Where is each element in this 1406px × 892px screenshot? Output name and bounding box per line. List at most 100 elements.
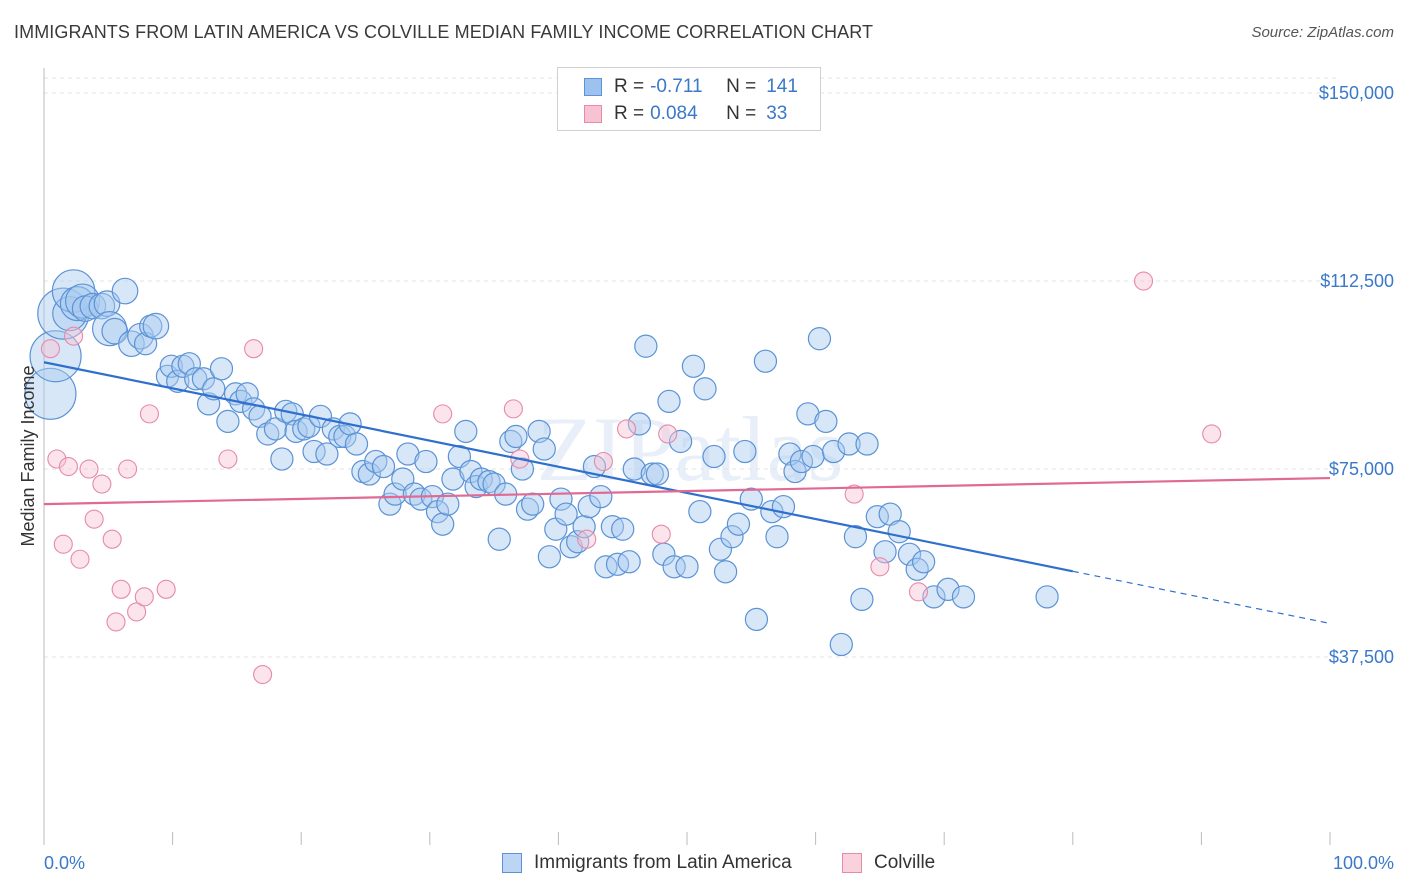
data-point-colville [1133,271,1154,291]
y-tick-label: $75,000 [1329,459,1394,479]
data-point-immigrants [821,439,846,464]
data-point-immigrants [887,520,911,544]
data-point-immigrants [166,369,190,393]
legend-swatch-pink [842,853,862,873]
data-point-colville [40,339,60,359]
data-point-colville [106,612,126,632]
legend-label: Colville [874,852,936,873]
n-value: 141 [766,76,798,97]
x-axis-ticks [43,832,1331,845]
data-point-immigrants [191,367,216,391]
x-tick-label-min: 0.0% [44,853,85,873]
correlation-legend: R = -0.711 N = 141 R = 0.084 N = 33 [557,67,821,131]
data-point-immigrants [634,334,658,358]
data-point-immigrants [807,327,832,351]
data-point-colville [47,449,67,469]
data-point-immigrants [202,377,226,401]
data-point-immigrants [51,269,96,313]
data-point-immigrants [263,417,288,441]
series-colville-points [40,271,1222,685]
data-point-colville [118,459,138,479]
data-point-colville [102,529,122,549]
trend-line-immigrants [43,361,1074,573]
data-point-colville [844,484,864,504]
data-point-colville [134,587,154,607]
watermark-zipatlas: ZIPatlas [537,398,844,500]
data-point-colville [156,579,176,599]
data-point-immigrants [778,442,802,466]
data-point-immigrants [789,449,814,474]
data-point-immigrants [681,354,706,378]
data-point-immigrants [693,377,717,401]
data-point-immigrants [726,512,751,536]
data-point-immigrants [668,429,693,454]
data-point-immigrants [396,442,420,466]
legend-swatch-blue [502,853,522,873]
y-tick-label: $150,000 [1319,83,1394,103]
data-point-immigrants [209,357,234,381]
data-point-immigrants [431,512,455,536]
data-point-immigrants [753,349,778,373]
data-point-immigrants [88,292,116,320]
data-point-immigrants [765,525,789,549]
series-legend: Immigrants from Latin America Colville [0,852,1406,878]
data-point-immigrants [436,492,460,516]
data-point-immigrants [657,389,681,413]
r-value: 0.084 [650,103,698,124]
data-point-colville [1202,424,1222,444]
data-point-immigrants [537,545,562,569]
data-point-immigrants [850,587,874,612]
data-point-immigrants [829,632,853,657]
data-point-immigrants [357,462,382,486]
data-point-immigrants [594,555,618,579]
data-point-immigrants [702,444,726,469]
data-point-immigrants [733,439,757,464]
data-point-immigrants [905,557,929,581]
data-point-immigrants [371,454,396,479]
data-point-immigrants [487,527,511,551]
legend-item-immigrants: Immigrants from Latin America [502,852,792,874]
data-point-immigrants [142,312,170,340]
data-point-immigrants [708,537,733,561]
legend-item-colville: Colville [842,852,935,874]
x-tick-label-max: 100.0% [1333,853,1394,873]
data-point-immigrants [315,442,339,466]
data-point-immigrants [796,402,820,426]
data-point-immigrants [196,392,221,416]
data-point-immigrants [897,542,922,566]
data-point-colville [79,459,99,479]
data-point-colville [111,579,131,599]
data-point-colville [503,399,523,419]
data-point-immigrants [744,607,769,632]
data-point-immigrants [617,550,641,574]
data-point-immigrants [720,525,744,549]
legend-swatch-pink [584,105,602,123]
data-point-immigrants [441,467,465,491]
data-point-immigrants [688,499,712,524]
data-point-immigrants [622,457,646,481]
data-point-immigrants [527,419,551,444]
legend-row-immigrants: R = -0.711 N = 141 [584,74,798,100]
data-point-immigrants [504,424,528,449]
data-point-immigrants [675,555,699,579]
data-point-immigrants [383,482,407,506]
data-point-immigrants [64,283,101,319]
trend-line-colville [43,476,1331,506]
data-point-immigrants [922,585,946,609]
r-value: -0.711 [650,76,703,97]
data-point-immigrants [111,277,139,305]
data-point-colville [253,665,273,685]
data-point-immigrants [627,412,652,436]
data-point-immigrants [554,502,578,526]
n-label: N = [726,103,757,124]
data-point-immigrants [662,555,686,579]
data-point-immigrants [572,515,596,539]
data-point-immigrants [414,449,438,474]
data-point-immigrants [52,296,88,332]
data-point-immigrants [855,432,879,456]
y-tick-label: $112,500 [1320,271,1394,291]
data-point-immigrants [454,419,478,444]
data-point-immigrants [936,577,960,601]
trend-lines [43,361,1331,625]
data-point-colville [577,529,597,549]
